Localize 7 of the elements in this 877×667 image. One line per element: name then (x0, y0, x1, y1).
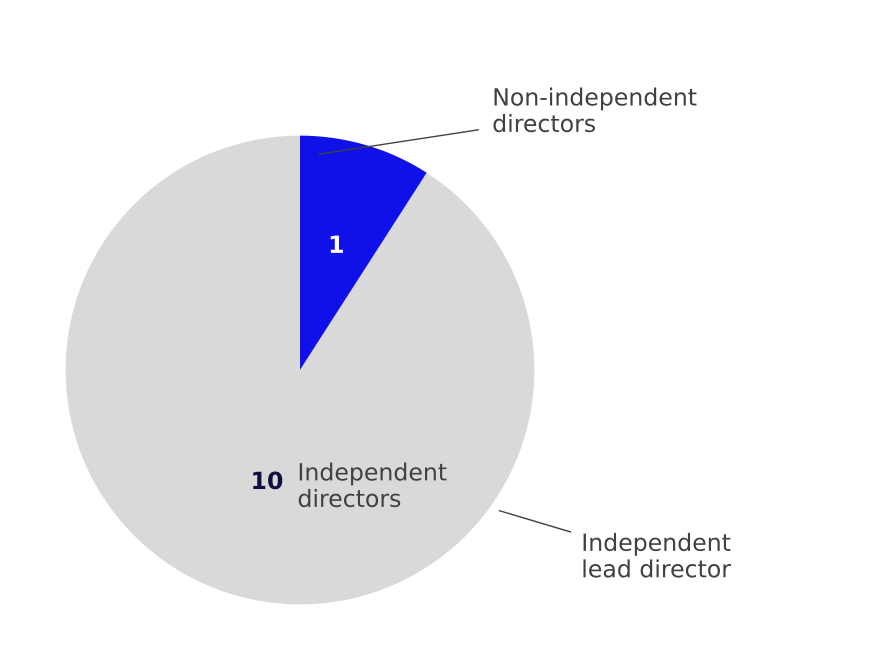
text: Independent lead director (584, 532, 731, 578)
pie-slice (66, 136, 534, 604)
slice-label: Independent directors (298, 462, 447, 508)
slice-label: Non-independent directors (494, 88, 696, 132)
data-label: 1 (330, 236, 343, 253)
data-label: 10 (253, 471, 282, 490)
pie-slice (300, 136, 427, 370)
